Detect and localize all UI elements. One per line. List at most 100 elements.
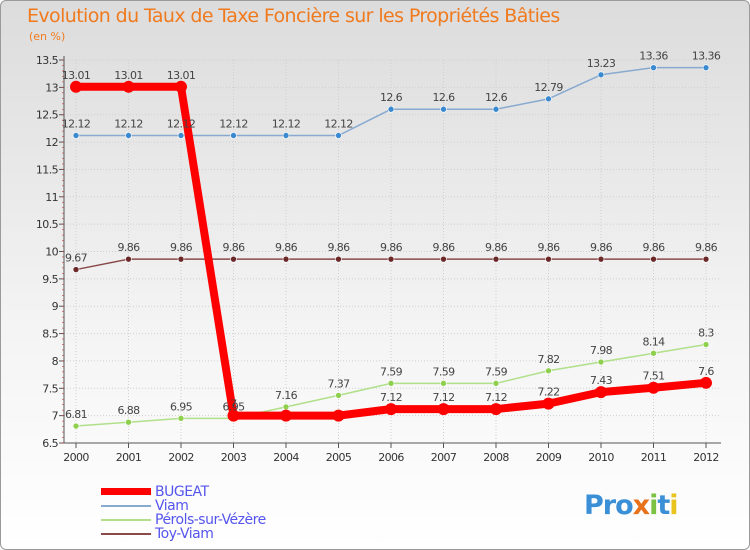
data-label: 9.86 [380,241,403,254]
x-tick-label: 2003 [221,451,247,464]
legend-label: BUGEAT [155,484,209,500]
x-tick-label: 2006 [378,451,404,464]
x-tick-label: 2008 [483,451,509,464]
data-point [545,255,552,263]
data-point [227,409,240,422]
data-point [597,71,605,79]
data-point [545,95,552,103]
data-label: 13.01 [62,69,91,82]
data-point [387,105,395,113]
x-tick-label: 2011 [641,451,667,464]
data-point [492,105,500,113]
data-point [72,266,80,273]
data-label: 9.86 [170,241,193,254]
data-label: 13.23 [587,57,616,70]
chart-title: Evolution du Taux de Taxe Foncière sur l… [27,5,560,27]
data-point [332,409,345,422]
data-label: 9.86 [275,241,298,254]
data-label: 13.36 [639,50,668,63]
data-label: 9.86 [590,241,613,254]
data-point [492,255,500,263]
data-point [177,255,185,263]
x-tick-label: 2000 [63,451,89,464]
legend-label: Pérols-sur-Vézère [155,512,266,528]
y-tick-label: 10 [45,246,58,259]
data-label: 9.86 [327,241,350,254]
data-point [597,358,605,366]
data-point [282,255,290,263]
x-tick-label: 2007 [431,451,457,464]
data-label: 7.37 [327,377,350,390]
x-tick-label: 2009 [536,451,562,464]
data-point [335,392,342,399]
data-point [595,386,607,399]
data-point [282,132,290,139]
legend-label: Toy-Viam [155,526,214,542]
data-point [545,367,552,375]
data-point [597,255,605,263]
data-label: 13.01 [167,69,196,82]
y-axis-unit: (en %) [29,30,66,43]
data-label: 9.86 [222,241,245,254]
y-tick-label: 9.5 [42,273,58,286]
data-label: 12.12 [272,118,301,131]
x-tick-label: 2001 [116,451,142,464]
data-point [387,255,395,263]
data-label: 7.22 [537,386,559,399]
proxiti-logo: Proxiti [584,490,679,521]
data-label: 9.86 [537,241,560,254]
data-label: 7.82 [537,353,559,366]
legend-label: Viam [155,498,189,514]
data-label: 6.95 [170,400,193,413]
legend-swatch [101,533,151,535]
data-point [280,409,292,422]
data-label: 12.12 [219,118,248,131]
data-label: 12.6 [485,91,508,104]
data-point [175,80,187,93]
data-label: 12.6 [432,91,455,104]
data-label: 7.59 [485,365,508,378]
y-tick-label: 7 [52,410,59,423]
data-point [542,397,555,410]
data-point [702,341,710,348]
data-point [650,349,657,357]
y-tick-label: 11.5 [36,163,59,176]
data-point [230,255,237,263]
data-label: 6.88 [117,404,140,417]
data-label: 7.43 [590,374,613,387]
data-point [490,403,502,416]
data-label: 8.14 [642,335,665,348]
data-label: 12.12 [324,118,353,131]
data-label: 12.12 [167,118,196,131]
y-tick-label: 6.5 [42,437,58,450]
x-tick-label: 2004 [273,451,299,464]
data-label: 7.6 [698,365,714,378]
data-point [650,64,657,71]
data-label: 7.59 [380,365,403,378]
data-label: 12.6 [380,91,403,104]
x-tick-label: 2010 [588,451,614,464]
data-point [72,132,80,139]
data-point [335,132,342,139]
chart-plot: 6.5 7 7.5 8 8.5 9 9.5 10 10.5 11 11.5 12 12.5 13 13.5 2… [36,50,722,464]
data-label: 7.12 [485,391,507,404]
legend-swatch [101,519,151,521]
data-label: 7 [230,398,237,411]
data-point [125,418,132,426]
data-point [492,380,500,387]
data-label: 6.95 [222,400,245,413]
data-point [700,376,712,389]
y-tick-label: 12 [45,136,58,149]
data-point [647,381,660,394]
data-label: 9.86 [117,241,140,254]
y-tick-label: 12.5 [36,109,59,122]
y-tick-label: 13.5 [36,54,59,67]
data-point [72,422,80,430]
data-point [440,255,447,263]
data-point [650,255,657,263]
data-point [440,380,447,387]
data-label: 7.98 [590,344,613,357]
data-point [702,255,710,263]
data-point [282,403,290,411]
